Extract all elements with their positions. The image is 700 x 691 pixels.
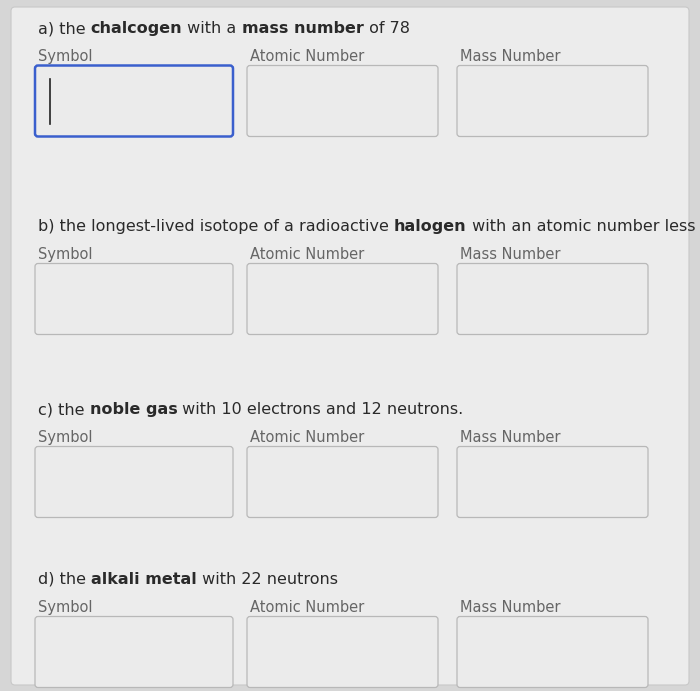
- Text: with 22 neutrons: with 22 neutrons: [197, 572, 338, 587]
- FancyBboxPatch shape: [11, 7, 689, 685]
- FancyBboxPatch shape: [247, 263, 438, 334]
- Text: with an atomic number less than 100: with an atomic number less than 100: [467, 219, 700, 234]
- Text: Symbol: Symbol: [38, 600, 92, 615]
- Text: Atomic Number: Atomic Number: [250, 600, 364, 615]
- Text: Atomic Number: Atomic Number: [250, 247, 364, 262]
- FancyBboxPatch shape: [247, 616, 438, 688]
- Text: alkali metal: alkali metal: [91, 572, 197, 587]
- FancyBboxPatch shape: [35, 263, 233, 334]
- Text: d) the: d) the: [38, 572, 91, 587]
- FancyBboxPatch shape: [457, 66, 648, 137]
- FancyBboxPatch shape: [247, 66, 438, 137]
- Text: Mass Number: Mass Number: [460, 430, 561, 445]
- Text: Mass Number: Mass Number: [460, 600, 561, 615]
- Text: Mass Number: Mass Number: [460, 49, 561, 64]
- FancyBboxPatch shape: [457, 616, 648, 688]
- Text: mass number: mass number: [241, 21, 363, 36]
- FancyBboxPatch shape: [457, 446, 648, 518]
- FancyBboxPatch shape: [35, 616, 233, 688]
- Text: Symbol: Symbol: [38, 49, 92, 64]
- FancyBboxPatch shape: [35, 66, 233, 137]
- Text: with 10 electrons and 12 neutrons.: with 10 electrons and 12 neutrons.: [177, 402, 463, 417]
- Text: of 78: of 78: [363, 21, 410, 36]
- Text: a) the: a) the: [38, 21, 91, 36]
- Text: halogen: halogen: [394, 219, 467, 234]
- Text: Symbol: Symbol: [38, 430, 92, 445]
- Text: b) the longest-lived isotope of a radioactive: b) the longest-lived isotope of a radioa…: [38, 219, 394, 234]
- Text: chalcogen: chalcogen: [91, 21, 183, 36]
- Text: with a: with a: [183, 21, 242, 36]
- Text: Mass Number: Mass Number: [460, 247, 561, 262]
- FancyBboxPatch shape: [35, 446, 233, 518]
- Text: c) the: c) the: [38, 402, 90, 417]
- Text: Atomic Number: Atomic Number: [250, 49, 364, 64]
- Text: Atomic Number: Atomic Number: [250, 430, 364, 445]
- FancyBboxPatch shape: [457, 263, 648, 334]
- Text: Symbol: Symbol: [38, 247, 92, 262]
- FancyBboxPatch shape: [247, 446, 438, 518]
- Text: noble gas: noble gas: [90, 402, 177, 417]
